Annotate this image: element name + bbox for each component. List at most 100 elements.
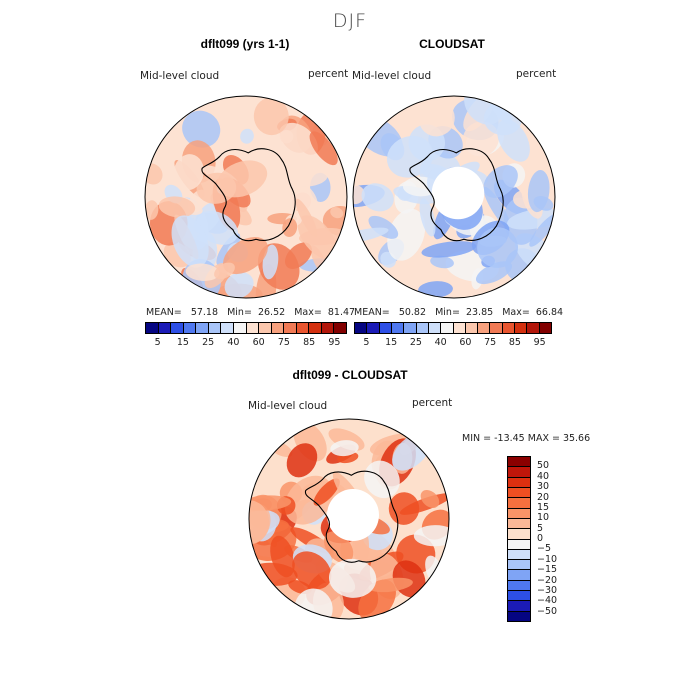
colorbar-swatch	[367, 323, 380, 333]
field-patch	[418, 281, 453, 298]
colorbar-swatch	[508, 611, 530, 621]
colorbar-swatch	[508, 518, 530, 530]
field-patch	[214, 262, 235, 280]
colorbar-swatch	[379, 323, 392, 333]
colorbar-swatch	[428, 323, 442, 333]
field-patch	[173, 154, 204, 191]
field-patch	[196, 210, 239, 245]
colorbar-swatch	[146, 323, 159, 333]
colorbar-tick-label: 10	[537, 512, 550, 524]
map-field	[145, 96, 347, 298]
panel3-stats: MIN = -13.45 MAX = 35.66	[462, 433, 591, 444]
panel1-variable-label: Mid-level cloud	[140, 70, 220, 82]
panel3-colorbar	[507, 456, 531, 622]
map-border	[352, 95, 556, 299]
colorbar-swatch	[465, 323, 479, 333]
colorbar-tick-label: −30	[537, 584, 558, 596]
field-patch	[418, 100, 455, 137]
colorbar-tick-label: 75	[277, 337, 290, 348]
colorbar-swatch	[391, 323, 405, 333]
colorbar-tick-label: 85	[508, 337, 521, 348]
colorbar-swatch	[171, 323, 184, 333]
colorbar-swatch	[508, 560, 530, 571]
colorbar-swatch	[508, 580, 530, 592]
map-border	[248, 418, 450, 620]
colorbar-tick-label: −15	[537, 564, 558, 576]
colorbar-tick-label: 30	[537, 481, 550, 493]
colorbar-tick-label: 15	[537, 501, 550, 513]
panel2-stats: MEAN= 50.82 Min= 23.85 Max= 66.84	[354, 307, 563, 318]
panel3-variable-label: Mid-level cloud	[248, 400, 328, 412]
field-patch	[420, 489, 440, 509]
field-patch	[223, 236, 268, 275]
colorbar-tick-label: 60	[459, 337, 472, 348]
colorbar-tick-label: 15	[176, 337, 189, 348]
field-patch	[387, 208, 426, 261]
field-patch	[171, 215, 209, 268]
colorbar-swatch	[539, 323, 551, 333]
panel1-mean-value: 57.18	[190, 307, 219, 318]
colorbar-swatch	[158, 323, 172, 333]
panel1-max-value: 81.47	[327, 307, 356, 318]
field-patch	[529, 214, 555, 247]
colorbar-tick-label: 95	[533, 337, 546, 348]
field-patch	[353, 227, 389, 244]
colorbar-swatch	[404, 323, 417, 333]
colorbar-swatch	[508, 601, 530, 612]
field-patch	[313, 478, 340, 506]
colorbar-swatch	[246, 323, 260, 333]
panel1-mean-label: MEAN=	[146, 307, 182, 318]
field-patch	[330, 440, 359, 457]
colorbar-swatch	[478, 323, 491, 333]
field-patch	[182, 110, 221, 148]
field-patch	[185, 263, 220, 281]
panel2-colorbar-ticks: 5 15 25 40 60 75 85 95	[354, 337, 552, 349]
colorbar-swatch	[334, 323, 346, 333]
colorbar-tick-label: 75	[484, 337, 497, 348]
field-patch	[328, 558, 377, 598]
map-border	[144, 95, 348, 299]
field-patch	[368, 577, 413, 593]
colorbar-swatch	[196, 323, 209, 333]
field-patch	[386, 135, 434, 178]
colorbar-tick-label: 5	[537, 522, 544, 534]
panel1-polar-map	[144, 95, 348, 299]
colorbar-swatch	[502, 323, 516, 333]
antarctica-coastline	[304, 470, 399, 563]
panel3-title: dflt099 - CLOUDSAT	[292, 368, 408, 382]
colorbar-swatch	[309, 323, 322, 333]
field-patch	[477, 227, 519, 268]
colorbar-swatch	[508, 457, 530, 468]
colorbar-swatch	[259, 323, 272, 333]
field-patch	[309, 131, 338, 166]
colorbar-swatch	[183, 323, 197, 333]
field-patch	[533, 196, 554, 211]
field-patch	[353, 185, 365, 205]
colorbar-tick-label: 50	[537, 460, 550, 472]
colorbar-tick-label: 25	[202, 337, 215, 348]
antarctica-coastline	[201, 148, 296, 242]
field-patch	[158, 196, 196, 218]
panel1-colorbar-ticks: 5 15 25 40 60 75 85 95	[145, 337, 347, 349]
field-patch	[421, 241, 477, 258]
colorbar-swatch	[508, 539, 530, 550]
panel2-min-value: 23.85	[465, 307, 494, 318]
field-patch	[295, 198, 318, 238]
panel2-min-label: Min=	[435, 307, 460, 318]
colorbar-tick-label: 15	[385, 337, 398, 348]
panel2-max-value: 66.84	[535, 307, 564, 318]
colorbar-tick-label: −5	[537, 543, 552, 555]
field-patch	[286, 443, 318, 478]
colorbar-tick-label: 40	[227, 337, 240, 348]
map-field	[353, 96, 555, 298]
colorbar-tick-label: 20	[537, 491, 550, 503]
panel1-min-value: 26.52	[257, 307, 286, 318]
colorbar-swatch	[508, 498, 530, 509]
field-patch	[413, 525, 449, 547]
field-patch	[282, 218, 298, 237]
field-patch	[270, 535, 295, 578]
field-patch	[240, 128, 254, 144]
panel1-units-label: percent	[308, 68, 349, 80]
colorbar-tick-label: 60	[252, 337, 265, 348]
colorbar-tick-label: 40	[434, 337, 447, 348]
